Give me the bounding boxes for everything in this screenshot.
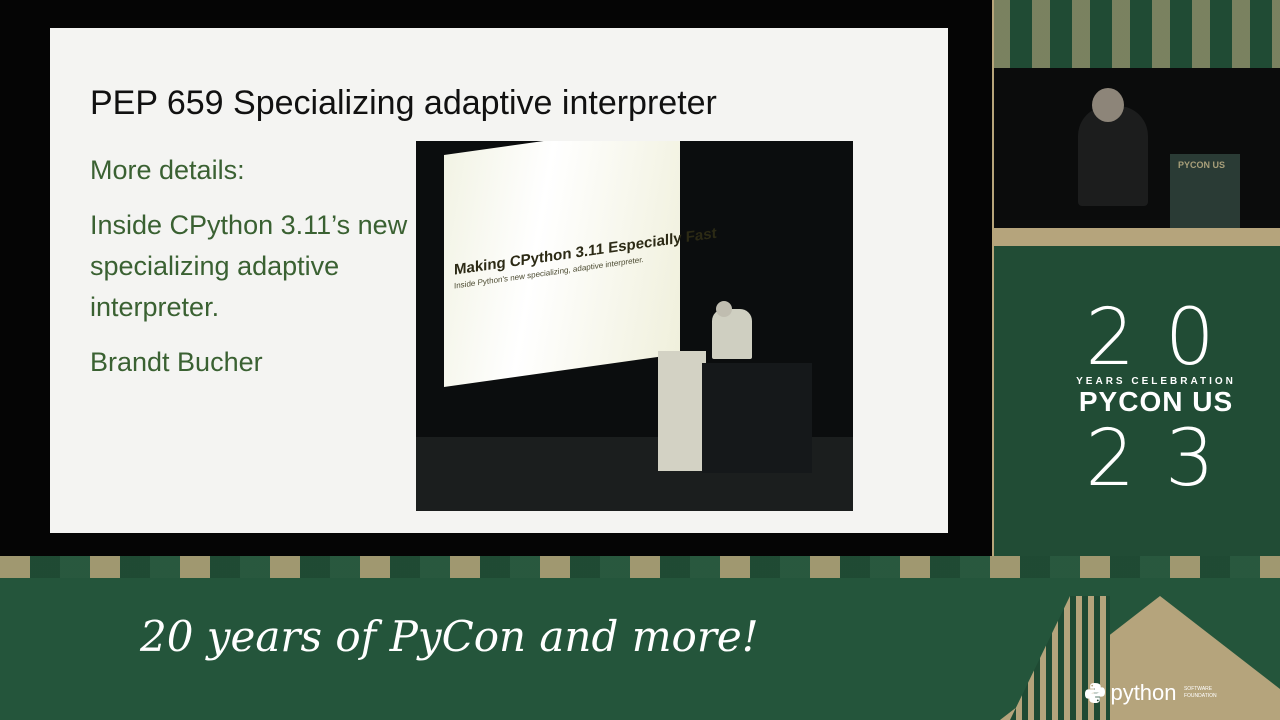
decorative-stripes-mid	[992, 228, 1280, 246]
slide-body-author: Brandt Bucher	[90, 347, 263, 377]
slide: PEP 659 Specializing adaptive interprete…	[50, 28, 948, 533]
tagline: 20 years of PyCon and more!	[140, 612, 759, 661]
slide-body-talk-title: Inside CPython 3.11’s new specializing a…	[90, 210, 408, 322]
psf-subtitle-line2: FOUNDATION	[1183, 693, 1217, 699]
slide-body-heading: More details:	[90, 155, 245, 185]
psf-word: python	[1110, 680, 1177, 705]
photo-projection-screen: Making CPython 3.11 Especially Fast Insi…	[444, 141, 717, 387]
logo-top-number: 20	[1085, 293, 1245, 383]
logo-years-label: YEARS CELEBRATION	[1076, 376, 1236, 387]
presentation-screen: PEP 659 Specializing adaptive interprete…	[0, 0, 994, 556]
decorative-stripes-top	[992, 0, 1280, 68]
photo-podium	[658, 351, 706, 471]
talk-photo: Making CPython 3.11 Especially Fast Insi…	[416, 141, 853, 511]
photo-speaker	[712, 309, 752, 359]
psf-logo: python SOFTWARE FOUNDATION	[1084, 680, 1217, 706]
pycon-logo: 20 YEARS CELEBRATION PYCON US 23	[1058, 296, 1254, 501]
camera-speaker-head	[1092, 88, 1124, 122]
camera-speaker-body	[1078, 106, 1148, 206]
slide-body: More details: Inside CPython 3.11’s new …	[90, 150, 410, 397]
logo-brand: PYCON US	[1078, 386, 1234, 417]
slide-title: PEP 659 Specializing adaptive interprete…	[90, 84, 717, 122]
psf-subtitle: SOFTWARE FOUNDATION	[1184, 686, 1217, 700]
speaker-camera-feed: PYCON US	[994, 68, 1280, 228]
psf-subtitle-line1: SOFTWARE	[1183, 686, 1213, 692]
python-logo-icon	[1085, 683, 1105, 703]
decorative-band	[0, 556, 1280, 578]
photo-speaker-head	[716, 301, 732, 317]
camera-podium	[1170, 154, 1240, 228]
logo-bottom-number: 23	[1085, 414, 1245, 504]
camera-podium-label: PYCON US	[1178, 160, 1226, 170]
photo-table	[702, 363, 812, 473]
